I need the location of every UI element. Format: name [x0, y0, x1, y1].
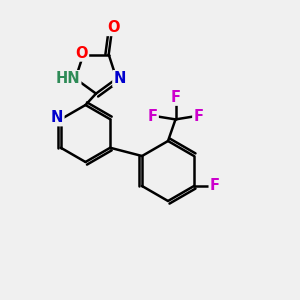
Text: F: F	[148, 109, 158, 124]
Text: F: F	[210, 178, 220, 194]
Text: N: N	[51, 110, 63, 125]
Text: O: O	[107, 20, 119, 35]
Text: F: F	[193, 109, 203, 124]
Text: F: F	[170, 90, 181, 105]
Text: O: O	[76, 46, 88, 61]
Text: HN: HN	[56, 71, 80, 86]
Text: N: N	[113, 71, 126, 86]
